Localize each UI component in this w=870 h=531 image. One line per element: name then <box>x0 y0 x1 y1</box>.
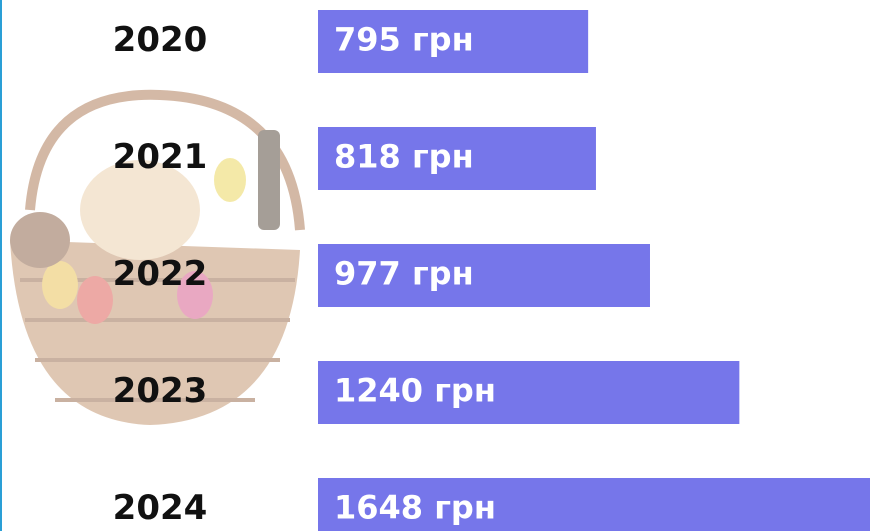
category-label: 2020 <box>113 20 208 60</box>
value-label: 795 грн <box>334 21 474 59</box>
category-label: 2023 <box>113 371 208 411</box>
category-label: 2021 <box>113 137 208 177</box>
page: {"chart_data": {"type": "bar", "orientat… <box>0 0 870 531</box>
category-label: 2024 <box>113 488 208 528</box>
chart: 795 грн 2020 818 грн 2021 977 грн 2022 1240 гр… <box>0 0 870 531</box>
category-label: 2022 <box>113 254 208 294</box>
value-label: 1240 грн <box>334 372 496 410</box>
value-label: 977 грн <box>334 255 474 293</box>
value-label: 818 грн <box>334 138 474 176</box>
value-label: 1648 грн <box>334 489 496 527</box>
